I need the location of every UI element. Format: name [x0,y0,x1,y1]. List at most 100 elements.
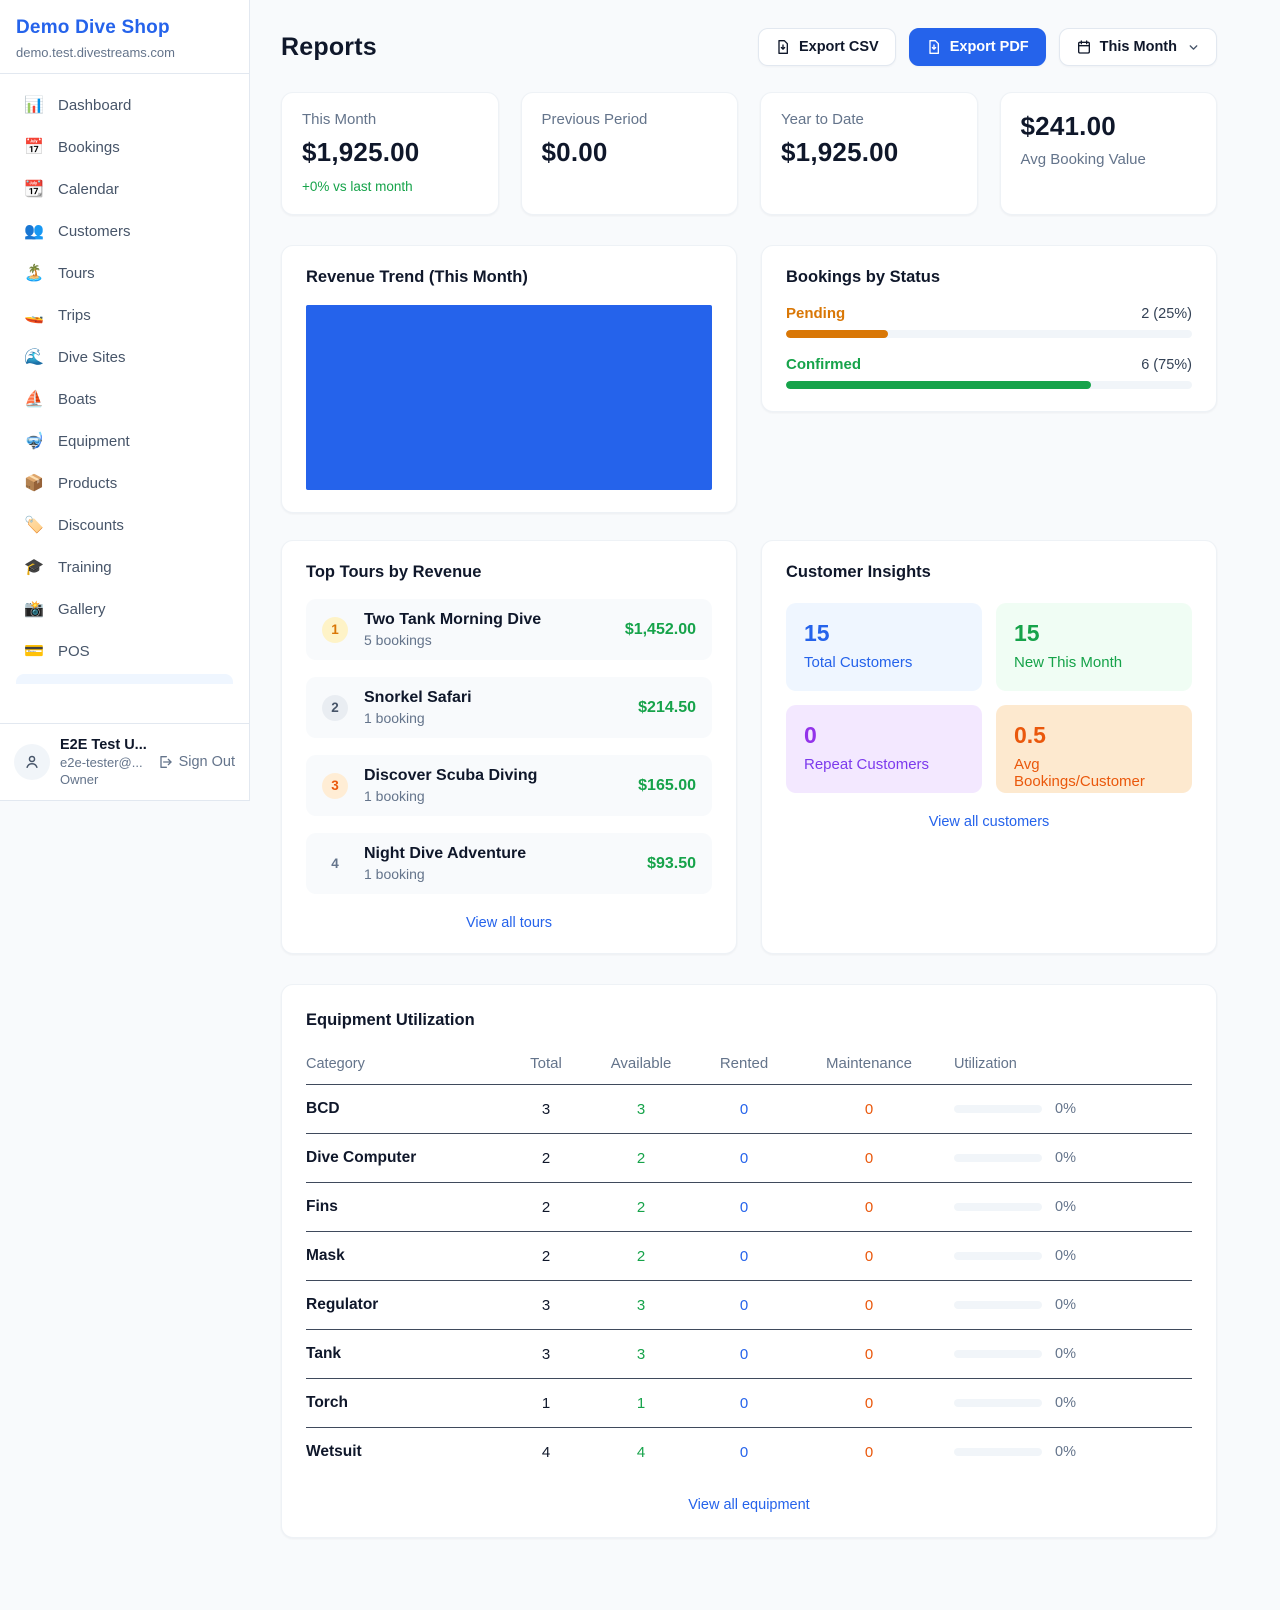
main-content: Reports Export CSV Export PDF This Month [250,0,1280,1578]
insight-label: Avg Bookings/Customer [1014,756,1145,790]
sidebar-item-trips[interactable]: 🚤 Trips [8,294,241,336]
equipment-category: Regulator [306,1296,379,1313]
top-tours-title: Top Tours by Revenue [306,563,482,581]
status-row-confirmed: Confirmed 6 (75%) [786,356,1192,389]
stats-row: This Month $1,925.00 +0% vs last month P… [281,92,1217,215]
credit-card-icon: 💳 [24,643,44,660]
sidebar-item-label: Equipment [58,432,130,450]
tour-list-item[interactable]: 2 Snorkel Safari 1 booking $214.50 [306,677,712,738]
stat-label: Year to Date [781,111,864,128]
bookings-by-status-title: Bookings by Status [786,268,941,286]
sidebar-item-products[interactable]: 📦 Products [8,462,241,504]
insight-label: New This Month [1014,654,1123,671]
equipment-available: 3 [636,1296,646,1314]
tour-amount: $214.50 [638,698,696,716]
sailboat-icon: ⛵ [24,391,44,408]
tour-name: Discover Scuba Diving [364,767,538,784]
sidebar-item-tours[interactable]: 🏝️ Tours [8,252,241,294]
sidebar-item-gallery[interactable]: 📸 Gallery [8,588,241,630]
sidebar-item-dive-sites[interactable]: 🌊 Dive Sites [8,336,241,378]
table-row: Dive Computer 2 2 0 0 0% [306,1133,1192,1182]
insight-label: Repeat Customers [804,756,930,773]
utilization-pct: 0% [1055,1150,1076,1166]
equipment-available: 3 [636,1345,646,1363]
user-panel: E2E Test U... e2e-tester@... Owner Sign … [0,723,249,800]
stat-card-year-to-date: Year to Date $1,925.00 [760,92,978,215]
utilization-bar [954,1301,1042,1309]
sidebar-item-dashboard[interactable]: 📊 Dashboard [8,84,241,126]
sidebar-item-label: Dashboard [58,96,132,114]
tour-list-item[interactable]: 3 Discover Scuba Diving 1 booking $165.0… [306,755,712,816]
tour-list-item[interactable]: 1 Two Tank Morning Dive 5 bookings $1,45… [306,599,712,660]
stat-card-this-month: This Month $1,925.00 +0% vs last month [281,92,499,215]
graduation-cap-icon: 🎓 [24,559,44,576]
column-header-category: Category [306,1055,365,1072]
equipment-category: Fins [306,1198,338,1215]
insight-tile-new-this-month: 15 New This Month [996,603,1192,691]
sidebar-item-label: Trips [58,306,91,324]
insight-tile-repeat-customers: 0 Repeat Customers [786,705,982,793]
speedboat-icon: 🚤 [24,307,44,324]
equipment-total: 1 [541,1394,551,1412]
tour-name: Night Dive Adventure [364,845,527,862]
utilization-pct: 0% [1055,1346,1076,1362]
equipment-maintenance: 0 [864,1149,874,1167]
status-label: Pending [786,305,846,322]
utilization-pct: 0% [1055,1297,1076,1313]
export-pdf-button[interactable]: Export PDF [908,28,1046,66]
sidebar-item-pos[interactable]: 💳 POS [8,630,241,672]
tours-insights-row: Top Tours by Revenue 1 Two Tank Morning … [281,540,1217,954]
equipment-rented: 0 [739,1394,749,1412]
utilization-bar [954,1448,1042,1456]
insight-grid: 15 Total Customers 15 New This Month 0 R… [786,603,1192,793]
period-dropdown[interactable]: This Month [1058,28,1217,66]
equipment-total: 2 [541,1149,551,1167]
stat-value: $1,925.00 [781,137,899,167]
tour-bookings: 5 bookings [364,632,432,648]
sidebar-item-label: Tours [58,264,95,282]
customer-insights-card: Customer Insights 15 Total Customers 15 … [761,540,1217,954]
equipment-category: BCD [306,1100,340,1117]
wave-icon: 🌊 [24,349,44,366]
table-row: Fins 2 2 0 0 0% [306,1182,1192,1231]
view-all-equipment-link[interactable]: View all equipment [688,1497,810,1513]
insight-value: 0.5 [1014,722,1046,748]
export-csv-button[interactable]: Export CSV [757,28,896,66]
status-progress-track [786,330,1192,338]
utilization-bar [954,1399,1042,1407]
sidebar-item-calendar[interactable]: 📆 Calendar [8,168,241,210]
view-all-tours-link[interactable]: View all tours [466,915,552,931]
sidebar-item-label: Bookings [58,138,120,156]
sign-out-label: Sign Out [178,754,235,770]
table-row: Regulator 3 3 0 0 0% [306,1280,1192,1329]
sign-out-button[interactable]: Sign Out [157,754,235,770]
equipment-category: Tank [306,1345,342,1362]
equipment-available: 2 [636,1149,646,1167]
bookings-by-status-card: Bookings by Status Pending 2 (25%) Confi… [761,245,1217,412]
sidebar-item-selected-partial[interactable] [16,674,233,684]
shop-name: Demo Dive Shop [16,17,170,38]
sidebar-item-equipment[interactable]: 🤿 Equipment [8,420,241,462]
view-all-customers-link[interactable]: View all customers [928,814,1050,830]
tour-bookings: 1 booking [364,788,425,804]
sidebar-item-training[interactable]: 🎓 Training [8,546,241,588]
sidebar-item-boats[interactable]: ⛵ Boats [8,378,241,420]
sidebar-item-label: Products [58,474,118,492]
tour-list-item[interactable]: 4 Night Dive Adventure 1 booking $93.50 [306,833,712,894]
sidebar-item-customers[interactable]: 👥 Customers [8,210,241,252]
diving-mask-icon: 🤿 [24,433,44,450]
equipment-available: 3 [636,1100,646,1118]
sidebar-item-discounts[interactable]: 🏷️ Discounts [8,504,241,546]
stat-label: Avg Booking Value [1020,151,1146,168]
utilization-pct: 0% [1055,1444,1076,1460]
top-tours-card: Top Tours by Revenue 1 Two Tank Morning … [281,540,737,954]
equipment-maintenance: 0 [864,1443,874,1461]
status-value: 6 (75%) [1141,357,1192,373]
rank-badge: 3 [322,772,348,799]
column-header-total: Total [530,1055,562,1072]
equipment-category: Mask [306,1247,345,1264]
table-row: Tank 3 3 0 0 0% [306,1329,1192,1378]
sidebar-item-bookings[interactable]: 📅 Bookings [8,126,241,168]
page-header: Reports Export CSV Export PDF This Month [281,28,1217,66]
tour-name: Two Tank Morning Dive [364,611,542,628]
